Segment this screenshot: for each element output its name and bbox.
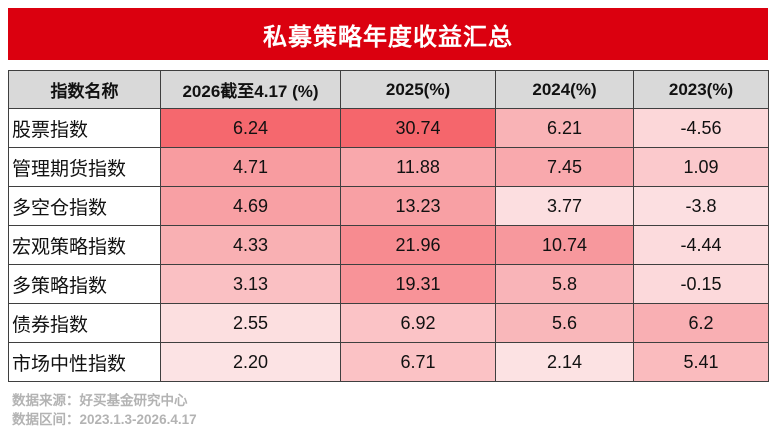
return-value-cell: 4.33 bbox=[160, 225, 341, 265]
return-value-cell: 3.77 bbox=[495, 186, 634, 226]
return-value-cell: -4.44 bbox=[633, 225, 769, 265]
table-row: 宏观策略指数 4.33 21.96 10.74 -4.44 bbox=[8, 225, 769, 265]
returns-table: 指数名称 2026截至4.17 (%) 2025(%) 2024(%) 2023(%) … bbox=[8, 70, 769, 382]
return-value-cell: 4.71 bbox=[160, 147, 341, 187]
column-header-2: 2025(%) bbox=[340, 70, 496, 109]
table-body: 股票指数 6.24 30.74 6.21 -4.56 管理期货指数 4.71 11.88 7.4… bbox=[8, 108, 769, 382]
return-value-cell: 7.45 bbox=[495, 147, 634, 187]
return-value-cell: 2.55 bbox=[160, 303, 341, 343]
column-header-0: 指数名称 bbox=[8, 70, 161, 109]
return-value-cell: 10.74 bbox=[495, 225, 634, 265]
table-row: 债券指数 2.55 6.92 5.6 6.2 bbox=[8, 303, 769, 343]
data-source-note: 数据来源：好买基金研究中心 bbox=[12, 393, 188, 408]
return-value-cell: -3.8 bbox=[633, 186, 769, 226]
column-header-3: 2024(%) bbox=[495, 70, 634, 109]
index-name-cell: 债券指数 bbox=[8, 303, 161, 343]
return-value-cell: 1.09 bbox=[633, 147, 769, 187]
return-value-cell: -0.15 bbox=[633, 264, 769, 304]
return-value-cell: 5.41 bbox=[633, 342, 769, 382]
return-value-cell: 3.13 bbox=[160, 264, 341, 304]
return-value-cell: 6.92 bbox=[340, 303, 496, 343]
return-value-cell: 6.21 bbox=[495, 108, 634, 148]
return-value-cell: 21.96 bbox=[340, 225, 496, 265]
return-value-cell: 6.71 bbox=[340, 342, 496, 382]
return-value-cell: 6.2 bbox=[633, 303, 769, 343]
data-range-note: 数据区间：2023.1.3-2026.4.17 bbox=[12, 412, 197, 427]
return-value-cell: 30.74 bbox=[340, 108, 496, 148]
return-value-cell: 13.23 bbox=[340, 186, 496, 226]
table-row: 市场中性指数 2.20 6.71 2.14 5.41 bbox=[8, 342, 769, 382]
column-header-1: 2026截至4.17 (%) bbox=[160, 70, 341, 109]
index-name-cell: 股票指数 bbox=[8, 108, 161, 148]
index-name-cell: 宏观策略指数 bbox=[8, 225, 161, 265]
index-name-cell: 市场中性指数 bbox=[8, 342, 161, 382]
return-value-cell: 2.20 bbox=[160, 342, 341, 382]
table-row: 管理期货指数 4.71 11.88 7.45 1.09 bbox=[8, 147, 769, 187]
table-row: 股票指数 6.24 30.74 6.21 -4.56 bbox=[8, 108, 769, 148]
table-row: 多空仓指数 4.69 13.23 3.77 -3.8 bbox=[8, 186, 769, 226]
return-value-cell: 4.69 bbox=[160, 186, 341, 226]
index-name-cell: 管理期货指数 bbox=[8, 147, 161, 187]
return-value-cell: -4.56 bbox=[633, 108, 769, 148]
return-value-cell: 2.14 bbox=[495, 342, 634, 382]
title-banner: 私募策略年度收益汇总 bbox=[8, 8, 768, 60]
return-value-cell: 6.24 bbox=[160, 108, 341, 148]
index-name-cell: 多空仓指数 bbox=[8, 186, 161, 226]
column-header-4: 2023(%) bbox=[633, 70, 769, 109]
return-value-cell: 11.88 bbox=[340, 147, 496, 187]
footer: 数据来源：好买基金研究中心 数据区间：2023.1.3-2026.4.17 bbox=[12, 391, 197, 429]
return-value-cell: 19.31 bbox=[340, 264, 496, 304]
return-value-cell: 5.8 bbox=[495, 264, 634, 304]
header-row: 指数名称 2026截至4.17 (%) 2025(%) 2024(%) 2023(%) bbox=[8, 70, 769, 109]
return-value-cell: 5.6 bbox=[495, 303, 634, 343]
index-name-cell: 多策略指数 bbox=[8, 264, 161, 304]
page-title: 私募策略年度收益汇总 bbox=[263, 23, 513, 51]
table-row: 多策略指数 3.13 19.31 5.8 -0.15 bbox=[8, 264, 769, 304]
